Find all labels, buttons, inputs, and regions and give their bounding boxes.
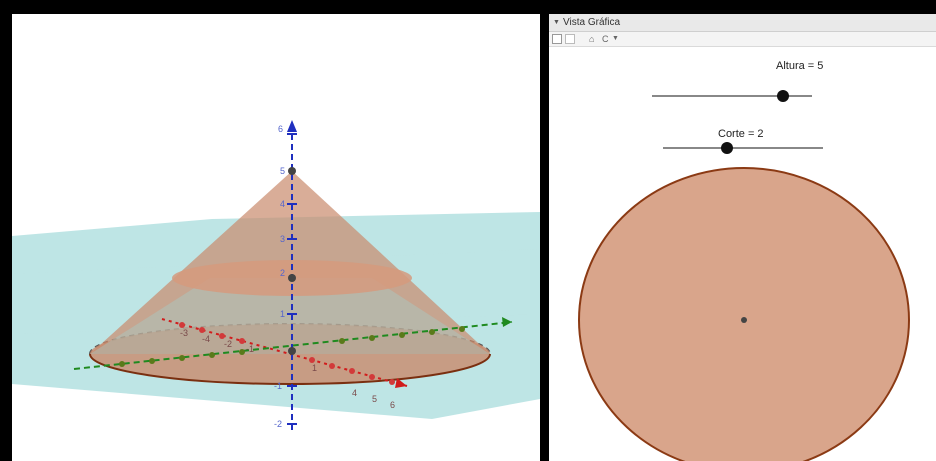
x-tick-label: -3: [180, 328, 188, 338]
cut-center-point[interactable]: [288, 274, 296, 282]
slider-altura-label: Altura = 5: [776, 60, 824, 72]
collapse-triangle-icon[interactable]: ▼: [553, 19, 560, 26]
z-tick-label: 4: [280, 199, 285, 209]
grid-toggle-icon[interactable]: [565, 34, 575, 44]
apex-point[interactable]: [288, 167, 296, 175]
slider-altura-handle[interactable]: [777, 90, 789, 102]
y-axis-arrow: [502, 317, 512, 327]
x-tick-label: 5: [372, 394, 377, 404]
cone-lower-band: [90, 278, 490, 354]
x-tick-label: -4: [202, 334, 210, 344]
x-axis-arrow: [395, 378, 407, 388]
base-ellipse-front: [89, 353, 491, 385]
slider-corte-handle[interactable]: [721, 142, 733, 154]
cross-section-circle[interactable]: [578, 167, 910, 461]
x-axis-points: [179, 322, 395, 385]
x-tick-label: 1: [312, 363, 317, 373]
style-bar-icon[interactable]: C: [602, 34, 609, 44]
z-tick-label: -2: [274, 419, 282, 429]
drawing-pad[interactable]: Altura = 5 Corte = 2: [549, 47, 936, 461]
z-tick-label: -1: [274, 381, 282, 391]
z-tick-label: 2: [280, 268, 285, 278]
x-tick-label: -1: [246, 344, 254, 354]
z-axis-arrow: [287, 120, 297, 132]
chevron-down-icon[interactable]: ▼: [612, 35, 619, 42]
view-titlebar[interactable]: ▼ Vista Gráfica: [549, 14, 936, 32]
drawing-svg: [578, 90, 910, 461]
z-axis-ticks: [287, 133, 297, 425]
z-tick-label: 3: [280, 234, 285, 244]
view-toolbar: ⌂ C ▼: [549, 32, 936, 47]
circle-center-point[interactable]: [741, 317, 747, 323]
scene-3d[interactable]: 6 5 4 3 2 1 -1 -2 -3 -4 -2 -1 1 4 5 6: [12, 14, 540, 461]
graphics-3d-view[interactable]: 6 5 4 3 2 1 -1 -2 -3 -4 -2 -1 1 4 5 6: [12, 14, 540, 461]
axes-toggle-icon[interactable]: [552, 34, 562, 44]
y-axis-points: [119, 326, 465, 367]
x-tick-label: -2: [224, 339, 232, 349]
z-tick-label: 5: [280, 166, 285, 176]
origin-point[interactable]: [288, 347, 296, 355]
z-tick-label: 1: [280, 309, 285, 319]
graphics-2d-view[interactable]: ▼ Vista Gráfica ⌂ C ▼ Altura = 5 Corte =…: [549, 14, 936, 461]
x-tick-label: 6: [390, 400, 395, 410]
home-icon[interactable]: ⌂: [589, 34, 595, 44]
x-tick-label: 4: [352, 388, 357, 398]
z-tick-label: 6: [278, 124, 283, 134]
slider-corte-label: Corte = 2: [718, 128, 764, 140]
view-title: Vista Gráfica: [563, 17, 621, 28]
